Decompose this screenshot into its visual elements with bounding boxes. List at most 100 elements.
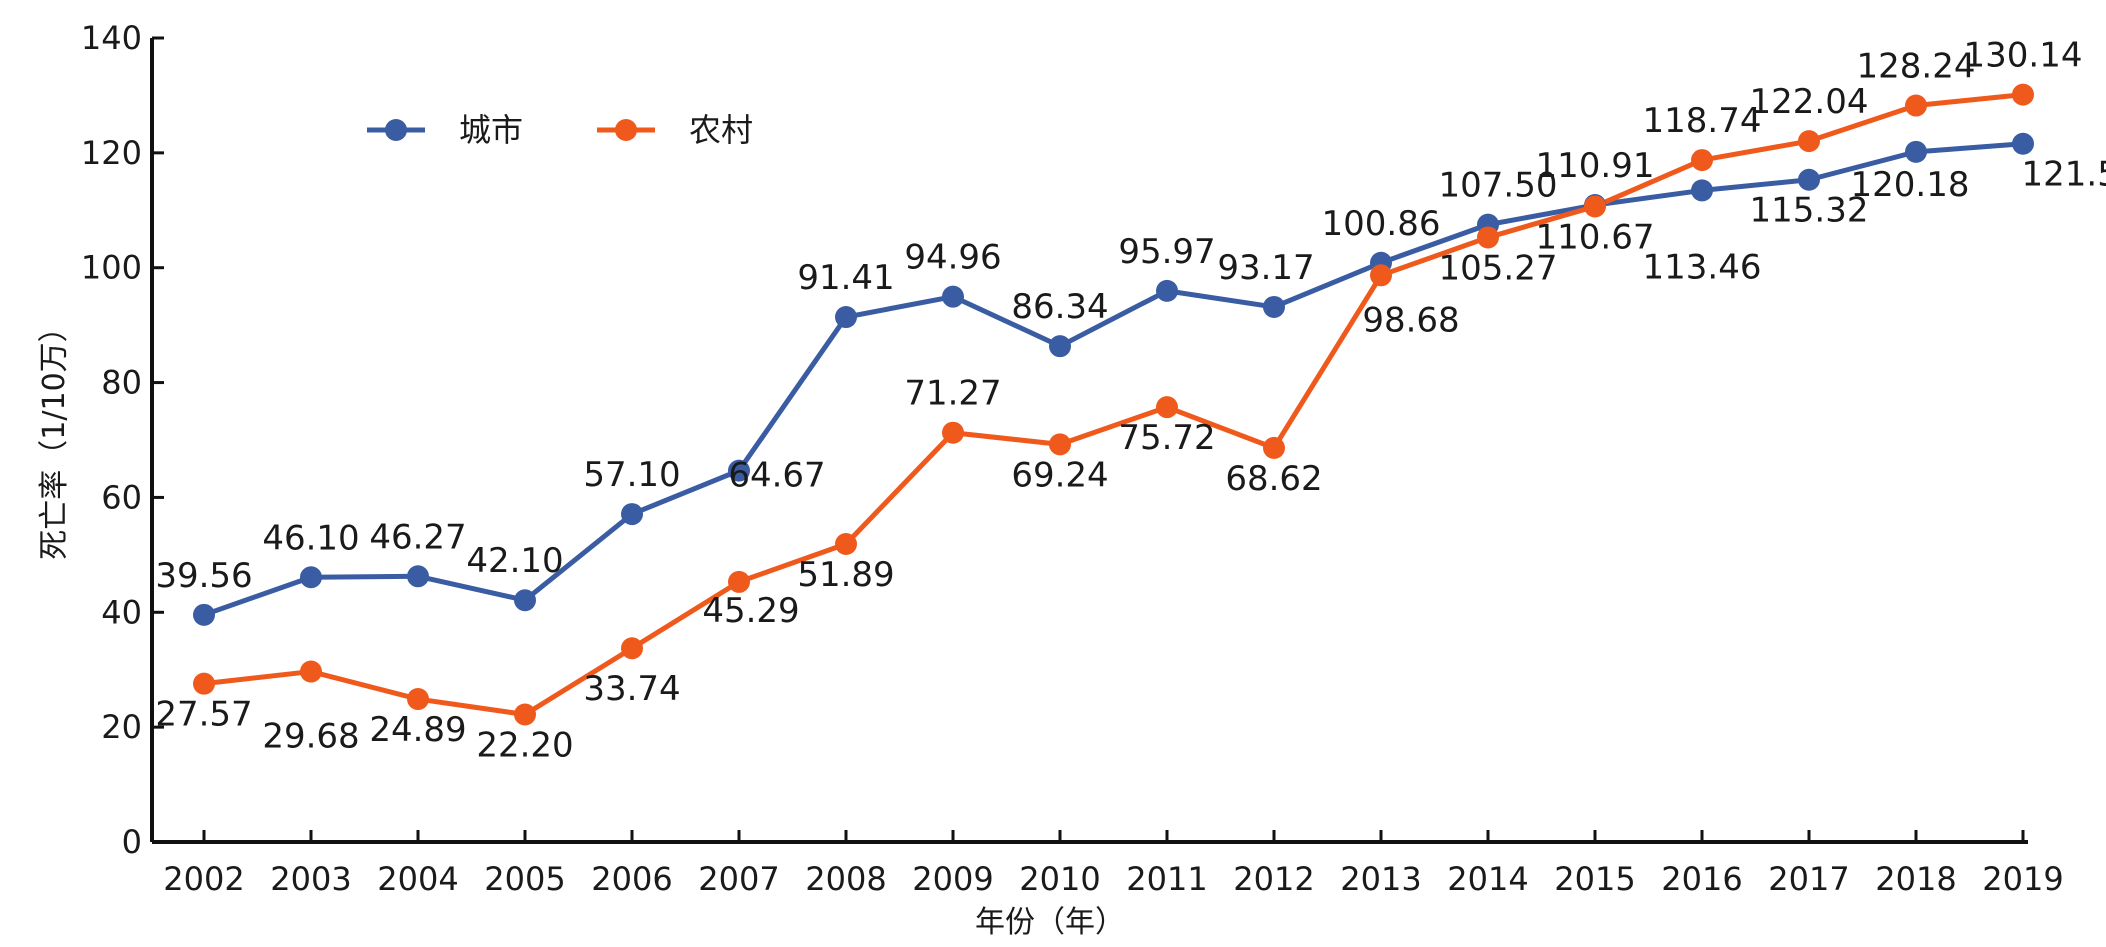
data-label-rural: 33.74 <box>583 669 680 709</box>
data-label-rural: 75.72 <box>1118 418 1215 458</box>
y-tick-label: 120 <box>81 134 142 172</box>
data-point-urban <box>300 566 322 589</box>
series-points <box>193 83 2034 726</box>
x-tick-label: 2017 <box>1768 860 1849 898</box>
data-label-urban: 42.10 <box>466 541 563 581</box>
data-point-urban <box>942 285 964 308</box>
data-point-urban <box>1156 279 1178 302</box>
data-point-rural <box>835 533 857 556</box>
data-point-rural <box>942 421 964 444</box>
data-label-urban: 86.34 <box>1011 287 1108 327</box>
data-point-urban <box>1905 140 1927 163</box>
data-point-urban <box>728 459 750 482</box>
legend-label-rural: 农村 <box>689 111 753 149</box>
x-tick-label: 2007 <box>698 860 779 898</box>
y-tick-label: 100 <box>81 249 142 287</box>
data-point-urban <box>193 603 215 626</box>
data-point-rural <box>728 570 750 593</box>
y-axis-label: 死亡率（1/10万） <box>37 312 72 559</box>
data-point-rural <box>514 703 536 726</box>
data-label-urban: 46.10 <box>262 518 359 558</box>
data-point-rural <box>1691 149 1713 172</box>
legend-marker-rural <box>615 119 637 141</box>
data-label-urban: 64.67 <box>728 456 825 496</box>
x-tick-label: 2018 <box>1875 860 1956 898</box>
x-axis-ticks: 2002 2003 2004 2005 2006 2007 2008 2009 2010 2011… <box>163 830 2064 898</box>
data-point-rural <box>2012 83 2034 106</box>
data-point-rural <box>1156 396 1178 419</box>
data-point-rural <box>193 672 215 695</box>
y-tick-label: 20 <box>101 708 142 746</box>
data-label-urban: 115.32 <box>1750 191 1869 231</box>
axes <box>150 38 2028 844</box>
data-label-urban: 95.97 <box>1118 232 1215 272</box>
data-point-rural <box>1798 130 1820 153</box>
y-axis-ticks: 0 20 40 60 80 100 120 140 <box>81 19 164 861</box>
y-tick-label: 40 <box>101 593 142 631</box>
data-label-urban: 57.10 <box>583 455 680 495</box>
data-point-urban <box>407 565 429 588</box>
data-point-urban <box>1049 335 1071 358</box>
data-label-rural: 105.27 <box>1439 248 1558 288</box>
x-tick-label: 2019 <box>1982 860 2063 898</box>
data-label-urban: 121.59 <box>2022 155 2106 195</box>
x-tick-label: 2004 <box>377 860 458 898</box>
x-tick-label: 2005 <box>484 860 565 898</box>
data-label-urban: 94.96 <box>904 238 1001 278</box>
data-label-rural: 118.74 <box>1643 101 1762 141</box>
x-tick-label: 2015 <box>1554 860 1635 898</box>
data-point-rural <box>1905 94 1927 117</box>
data-point-rural <box>621 637 643 660</box>
data-point-rural <box>1584 195 1606 218</box>
data-label-rural: 24.89 <box>369 710 466 750</box>
x-tick-label: 2009 <box>912 860 993 898</box>
data-label-rural: 98.68 <box>1362 300 1459 340</box>
data-label-urban: 91.41 <box>797 258 894 298</box>
data-label-rural: 27.57 <box>155 695 252 735</box>
series-line-rural <box>203 92 2024 718</box>
x-tick-label: 2012 <box>1233 860 1314 898</box>
data-point-urban <box>1798 168 1820 191</box>
x-tick-label: 2003 <box>270 860 351 898</box>
data-label-urban: 46.27 <box>369 517 466 557</box>
data-label-rural: 130.14 <box>1964 36 2083 76</box>
legend-marker-urban <box>385 119 407 141</box>
data-label-rural: 22.20 <box>476 726 573 766</box>
data-label-rural: 71.27 <box>904 374 1001 414</box>
x-tick-label: 2014 <box>1447 860 1528 898</box>
data-label-rural: 45.29 <box>702 591 799 631</box>
legend-label-urban: 城市 <box>459 111 523 149</box>
data-label-urban: 93.17 <box>1217 248 1314 288</box>
x-tick-label: 2010 <box>1019 860 1100 898</box>
data-label-rural: 122.04 <box>1750 82 1869 122</box>
data-point-urban <box>835 306 857 329</box>
data-label-urban: 107.50 <box>1439 166 1558 206</box>
data-label-urban: 120.18 <box>1851 165 1970 205</box>
x-axis-label: 年份（年） <box>975 905 1125 940</box>
data-label-rural: 51.89 <box>797 555 894 595</box>
data-point-urban <box>1263 295 1285 318</box>
x-tick-label: 2016 <box>1661 860 1742 898</box>
data-label-urban: 110.91 <box>1536 146 1655 186</box>
data-label-rural: 128.24 <box>1857 47 1976 87</box>
data-point-rural <box>300 660 322 683</box>
data-point-urban <box>2012 132 2034 155</box>
x-tick-label: 2011 <box>1126 860 1207 898</box>
data-point-rural <box>1263 436 1285 459</box>
data-point-rural <box>407 688 429 711</box>
legend: 城市 农村 <box>367 111 753 149</box>
data-label-rural: 69.24 <box>1011 455 1108 495</box>
y-tick-label: 60 <box>101 478 142 516</box>
series-line-urban <box>203 141 2024 618</box>
y-tick-label: 80 <box>101 364 142 402</box>
data-label-rural: 110.67 <box>1536 217 1655 257</box>
data-point-urban <box>514 589 536 612</box>
data-point-rural <box>1477 226 1499 249</box>
data-point-rural <box>1049 433 1071 456</box>
y-tick-label: 0 <box>122 823 142 861</box>
data-label-urban: 100.86 <box>1322 204 1441 244</box>
x-tick-label: 2008 <box>805 860 886 898</box>
x-tick-label: 2013 <box>1340 860 1421 898</box>
